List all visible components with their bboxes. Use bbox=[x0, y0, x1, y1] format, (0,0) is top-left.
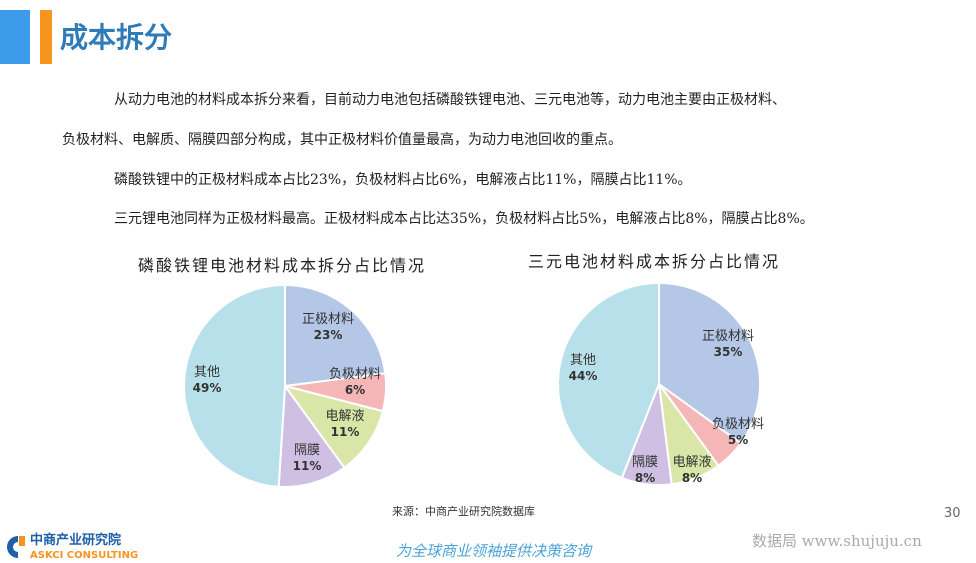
paragraph-2: 负极材料、电解质、隔膜四部分构成，其中正极材料价值量最高，为动力电池回收的重点。 bbox=[62, 132, 622, 148]
source-note: 来源：中商产业研究院数据库 bbox=[392, 505, 535, 518]
logo-text-en: ASKCI CONSULTING bbox=[30, 550, 139, 561]
pie-value-label-0-4: 49% bbox=[193, 381, 222, 395]
page-number: 30 bbox=[944, 506, 961, 521]
askci-logo-icon bbox=[7, 536, 25, 558]
pie-category-label-1-2: 电解液 bbox=[672, 455, 711, 470]
paragraph-3: 磷酸铁锂中的正极材料成本占比23%，负极材料占比6%，电解液占比11%，隔膜占比… bbox=[114, 172, 692, 188]
pie-slice-1-4 bbox=[557, 281, 660, 480]
chart-title-ternary: 三元电池材料成本拆分占比情况 bbox=[528, 252, 781, 271]
pie-value-label-0-1: 6% bbox=[345, 383, 365, 397]
pie-category-label-1-4: 其他 bbox=[570, 353, 596, 368]
pie-category-label-0-1: 负极材料 bbox=[329, 367, 381, 382]
slogan: 为全球商业领袖提供决策咨询 bbox=[396, 542, 592, 560]
pie-category-label-1-3: 隔膜 bbox=[632, 455, 658, 470]
header-accent-orange bbox=[40, 10, 52, 64]
pie-slice-0-4 bbox=[183, 283, 286, 488]
pie-value-label-1-0: 35% bbox=[714, 345, 743, 359]
pie-value-label-1-4: 44% bbox=[569, 369, 598, 383]
pie-category-label-1-0: 正极材料 bbox=[702, 329, 754, 344]
pie-slice-0-2 bbox=[282, 384, 385, 470]
pie-category-label-0-4: 其他 bbox=[194, 365, 220, 380]
pie-value-label-0-0: 23% bbox=[314, 328, 343, 342]
pie-slice-1-0 bbox=[658, 281, 761, 445]
pie-slice-0-0 bbox=[284, 283, 387, 388]
pie-category-label-0-0: 正极材料 bbox=[302, 312, 354, 327]
pie-value-label-0-2: 11% bbox=[331, 425, 360, 439]
pie-value-label-1-1: 5% bbox=[728, 433, 748, 447]
paragraph-4: 三元锂电池同样为正极材料最高。正极材料成本占比达35%，负极材料占比5%，电解液… bbox=[114, 211, 814, 227]
pie-category-label-1-1: 负极材料 bbox=[712, 417, 764, 432]
pie-category-label-0-2: 电解液 bbox=[325, 409, 364, 424]
watermark: 数据局 www.shujuju.cn bbox=[752, 532, 922, 550]
logo-text-cn: 中商产业研究院 bbox=[30, 533, 122, 548]
pie-value-label-1-3: 8% bbox=[635, 471, 655, 485]
page-title: 成本拆分 bbox=[60, 21, 173, 54]
chart-title-lfp: 磷酸铁锂电池材料成本拆分占比情况 bbox=[138, 256, 427, 275]
pie-slice-0-3 bbox=[277, 383, 346, 488]
pie-value-label-0-3: 11% bbox=[293, 459, 322, 473]
pie-category-label-0-3: 隔膜 bbox=[294, 443, 320, 458]
paragraph-1: 从动力电池的材料成本拆分来看，目前动力电池包括磷酸铁锂电池、三元电池等，动力电池… bbox=[114, 92, 786, 108]
header-accent-blue bbox=[0, 10, 30, 64]
pie-value-label-1-2: 8% bbox=[682, 471, 702, 485]
